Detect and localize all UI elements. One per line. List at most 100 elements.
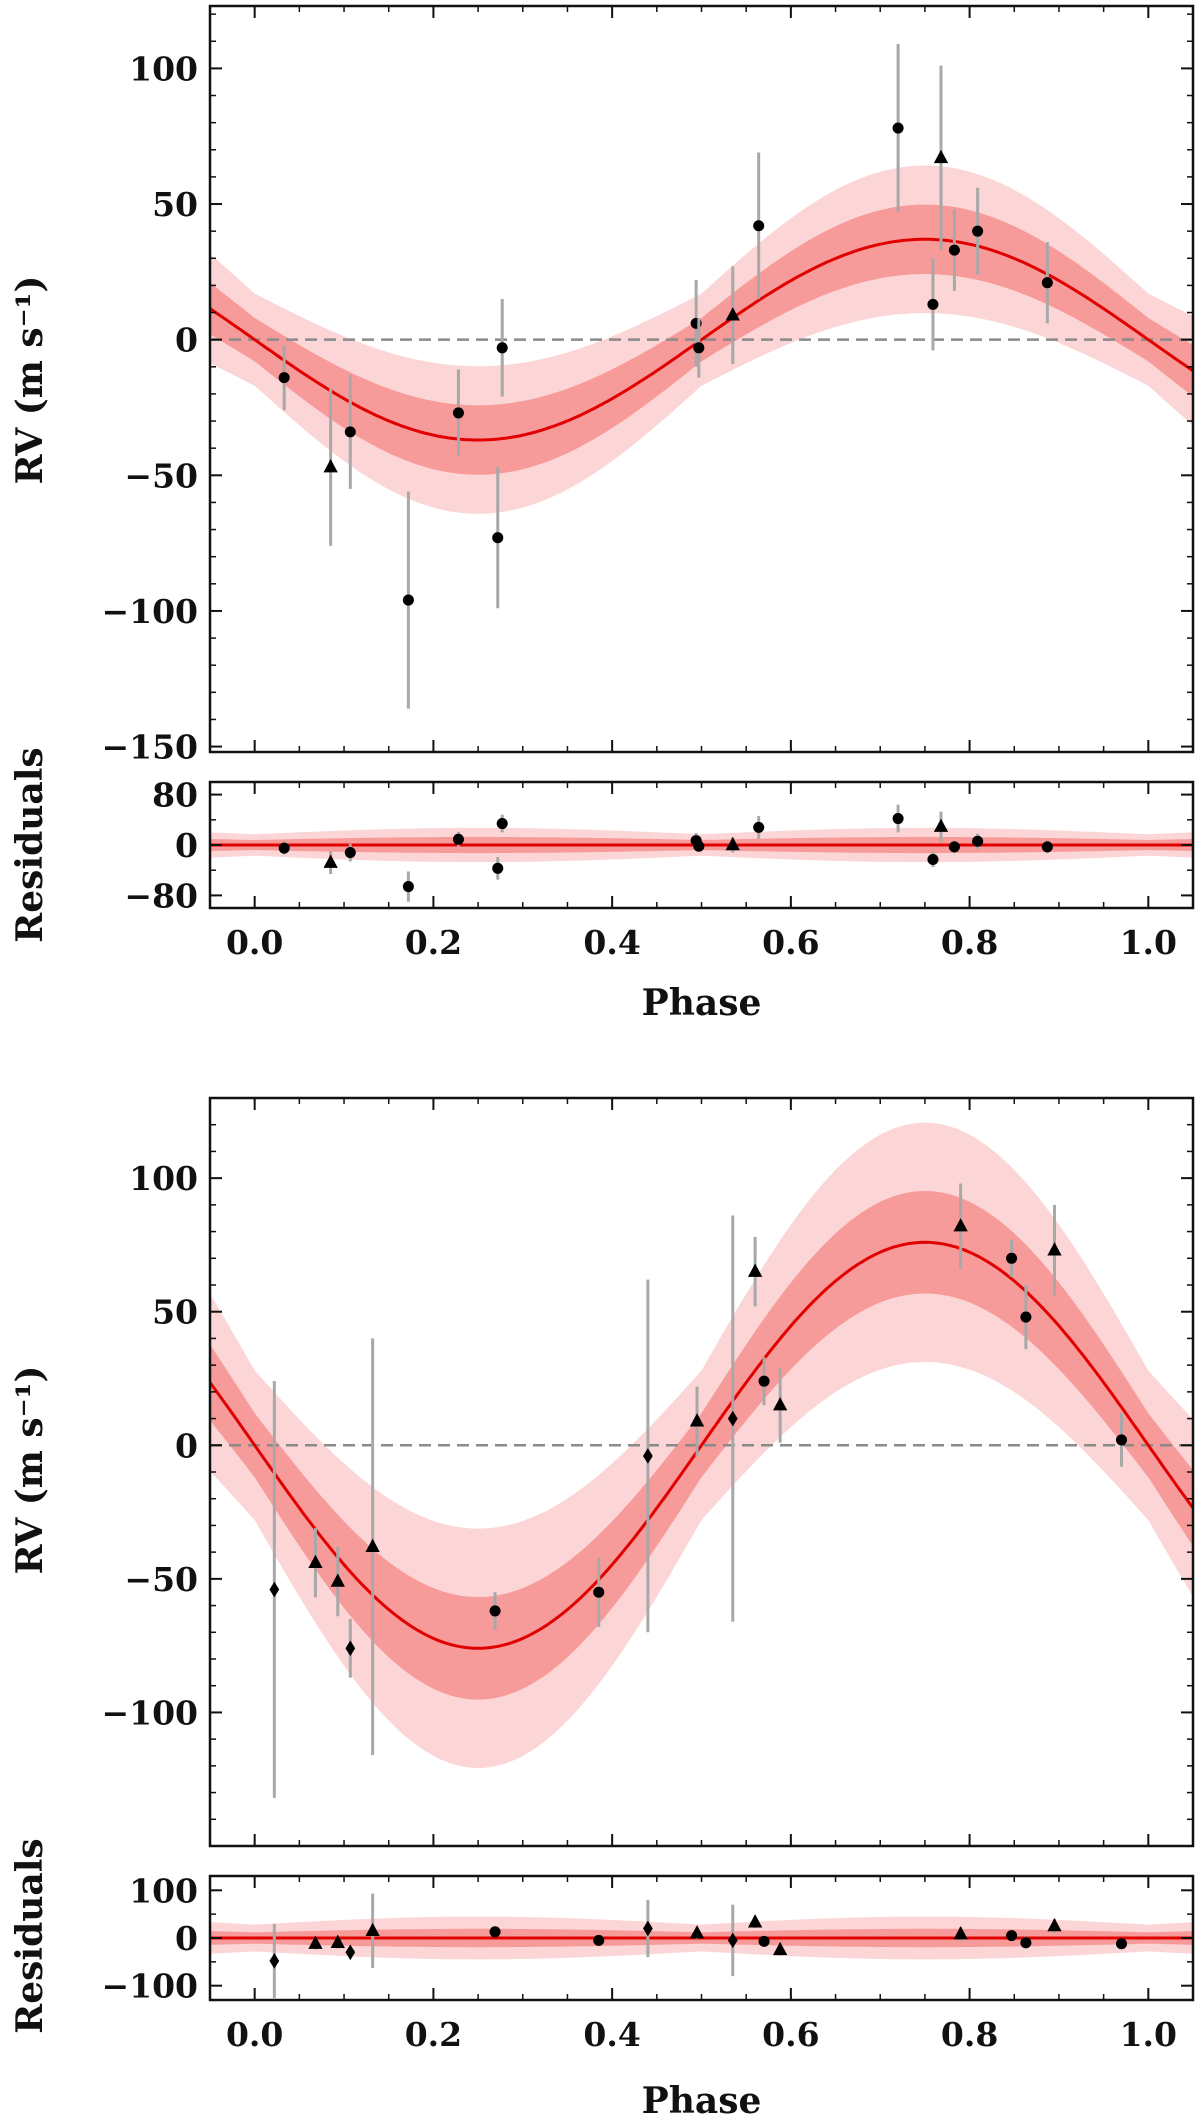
bottom-rv-point <box>489 1605 501 1617</box>
top-rv-point <box>492 532 504 544</box>
bottom-residual-x-tick-label: 0.4 <box>583 2015 640 2054</box>
bottom-rv-point <box>758 1375 770 1387</box>
top-residual-point <box>452 833 464 845</box>
bottom-rv-point <box>747 1263 763 1277</box>
top-residual-point <box>344 847 356 859</box>
top-residual-x-tick-label: 0.8 <box>941 923 998 962</box>
bottom-residual-y-tick-label: 100 <box>129 1871 198 1910</box>
bottom-residual-y-tick-label: −100 <box>101 1967 198 2006</box>
top-rv-point <box>278 372 290 384</box>
bottom-residual-x-tick-label: 1.0 <box>1120 2015 1177 2054</box>
top-rv-point <box>344 426 356 438</box>
bottom-x-axis-title: Phase <box>642 2080 762 2122</box>
top-rv-point <box>927 298 939 310</box>
top-residual-point <box>402 881 414 893</box>
bottom-rv-point <box>727 1410 738 1427</box>
bottom-residual-point <box>953 1926 968 1940</box>
bottom-residual-point <box>330 1934 345 1948</box>
bottom-rv-point <box>330 1573 345 1587</box>
top-residual-point <box>927 853 939 866</box>
bottom-rv-point <box>1020 1311 1032 1323</box>
bottom-residual-point <box>1006 1930 1018 1942</box>
top-residual-point <box>278 842 290 854</box>
top-residual-point <box>323 854 338 868</box>
top-rv-point <box>972 225 984 237</box>
bottom-residual-point <box>308 1935 323 1949</box>
bottom-rv-point <box>643 1448 653 1464</box>
top-rv-point <box>1041 277 1053 289</box>
top-residual-y-tick-label: 0 <box>175 826 198 865</box>
top-rv-y-tick-label: 100 <box>129 49 198 88</box>
bottom-rv-y-tick-label: 50 <box>152 1293 198 1332</box>
top-residual-y-label: Residuals <box>9 747 51 942</box>
top-residual-y-tick-label: −80 <box>124 876 198 915</box>
bottom-residual-x-tick-label: 0.0 <box>226 2015 283 2054</box>
top-rv-y-tick-label: −150 <box>101 728 198 767</box>
top-residual-subplot: 0.0 0.2 0.4 0.6 0.8 1.0 −80 0 80 Residuals <box>9 747 1195 962</box>
top-residual-plot-area <box>210 804 1193 902</box>
top-residual-x-tick-label: 1.0 <box>1120 923 1177 962</box>
top-rv-point <box>402 594 414 606</box>
bottom-rv-y-label: RV (m s⁻¹) <box>9 1366 51 1575</box>
bottom-residual-point <box>727 1932 738 1949</box>
bottom-rv-point <box>772 1397 788 1411</box>
top-rv-point <box>948 244 960 256</box>
bottom-residual-subplot: 0.0 0.2 0.4 0.6 0.8 1.0 −100 0 100 Residuals <box>9 1838 1195 2054</box>
top-residual-y-tick-label: 80 <box>152 776 198 815</box>
bottom-residual-y-tick-label: 0 <box>175 1919 198 1958</box>
bottom-rv-point <box>269 1581 280 1598</box>
top-rv-y-tick-label: −50 <box>124 456 198 495</box>
bottom-residual-point <box>345 1944 356 1961</box>
bottom-rv-y-tick-label: 100 <box>129 1159 198 1198</box>
bottom-residual-x-tick-label: 0.6 <box>762 2015 819 2054</box>
bottom-residual-point <box>269 1953 280 1969</box>
top-rv-y-tick-label: 0 <box>175 321 198 360</box>
top-rv-y-label: RV (m s⁻¹) <box>9 276 51 485</box>
bottom-residual-point <box>689 1925 705 1939</box>
bottom-rv-point <box>689 1413 705 1427</box>
bottom-rv-point <box>345 1640 356 1657</box>
top-residual-x-tick-label: 0.0 <box>226 923 283 962</box>
bottom-residual-point <box>1047 1917 1062 1932</box>
top-residual-point <box>1041 841 1053 853</box>
top-residual-point <box>492 862 504 874</box>
top-rv-point <box>753 220 765 232</box>
panel-bottom: −100 −50 0 50 100 RV (m s⁻¹) 0.0 0.2 0.4 0.6 0.8 1.… <box>9 1096 1195 2122</box>
top-rv-point <box>452 407 464 419</box>
bottom-rv-plot-area <box>210 1122 1193 1798</box>
top-rv-point <box>496 342 508 354</box>
top-rv-y-tick-label: −100 <box>101 592 198 631</box>
top-rv-point <box>725 307 740 321</box>
bottom-rv-point <box>953 1218 968 1232</box>
bottom-rv-y-tick-label: −50 <box>124 1560 198 1599</box>
bottom-rv-point <box>365 1538 380 1552</box>
bottom-residual-x-tick-label: 0.2 <box>405 2015 462 2054</box>
top-rv-plot-area <box>210 43 1193 709</box>
top-residual-point <box>753 821 765 833</box>
bottom-rv-point <box>1115 1434 1128 1446</box>
top-residual-point <box>933 818 949 832</box>
top-residual-x-tick-label: 0.6 <box>762 923 819 962</box>
bottom-rv-point <box>308 1554 323 1569</box>
bottom-residual-point <box>772 1941 788 1956</box>
top-residual-point <box>892 813 904 825</box>
top-rv-model-curve <box>210 237 1193 442</box>
bottom-residual-point <box>1020 1937 1032 1949</box>
bottom-residual-point <box>747 1914 763 1928</box>
top-x-axis-title: Phase <box>642 982 762 1024</box>
top-residual-x-tick-label: 0.4 <box>583 923 640 962</box>
top-rv-subplot: −150 −100 −50 0 50 100 RV (m s⁻¹) <box>9 4 1195 767</box>
bottom-residual-y-label: Residuals <box>9 1838 51 2033</box>
bottom-rv-y-tick-label: −100 <box>101 1693 198 1732</box>
top-rv-point <box>323 459 338 473</box>
bottom-residual-point <box>365 1922 380 1937</box>
bottom-rv-subplot: −100 −50 0 50 100 RV (m s⁻¹) <box>9 1096 1195 1848</box>
top-residual-point <box>496 818 508 830</box>
bottom-residual-point <box>758 1935 770 1947</box>
bottom-residual-plot-area <box>210 1893 1193 1999</box>
top-rv-point <box>892 122 904 134</box>
bottom-rv-y-tick-label: 0 <box>175 1426 198 1465</box>
top-residual-point <box>948 841 960 853</box>
